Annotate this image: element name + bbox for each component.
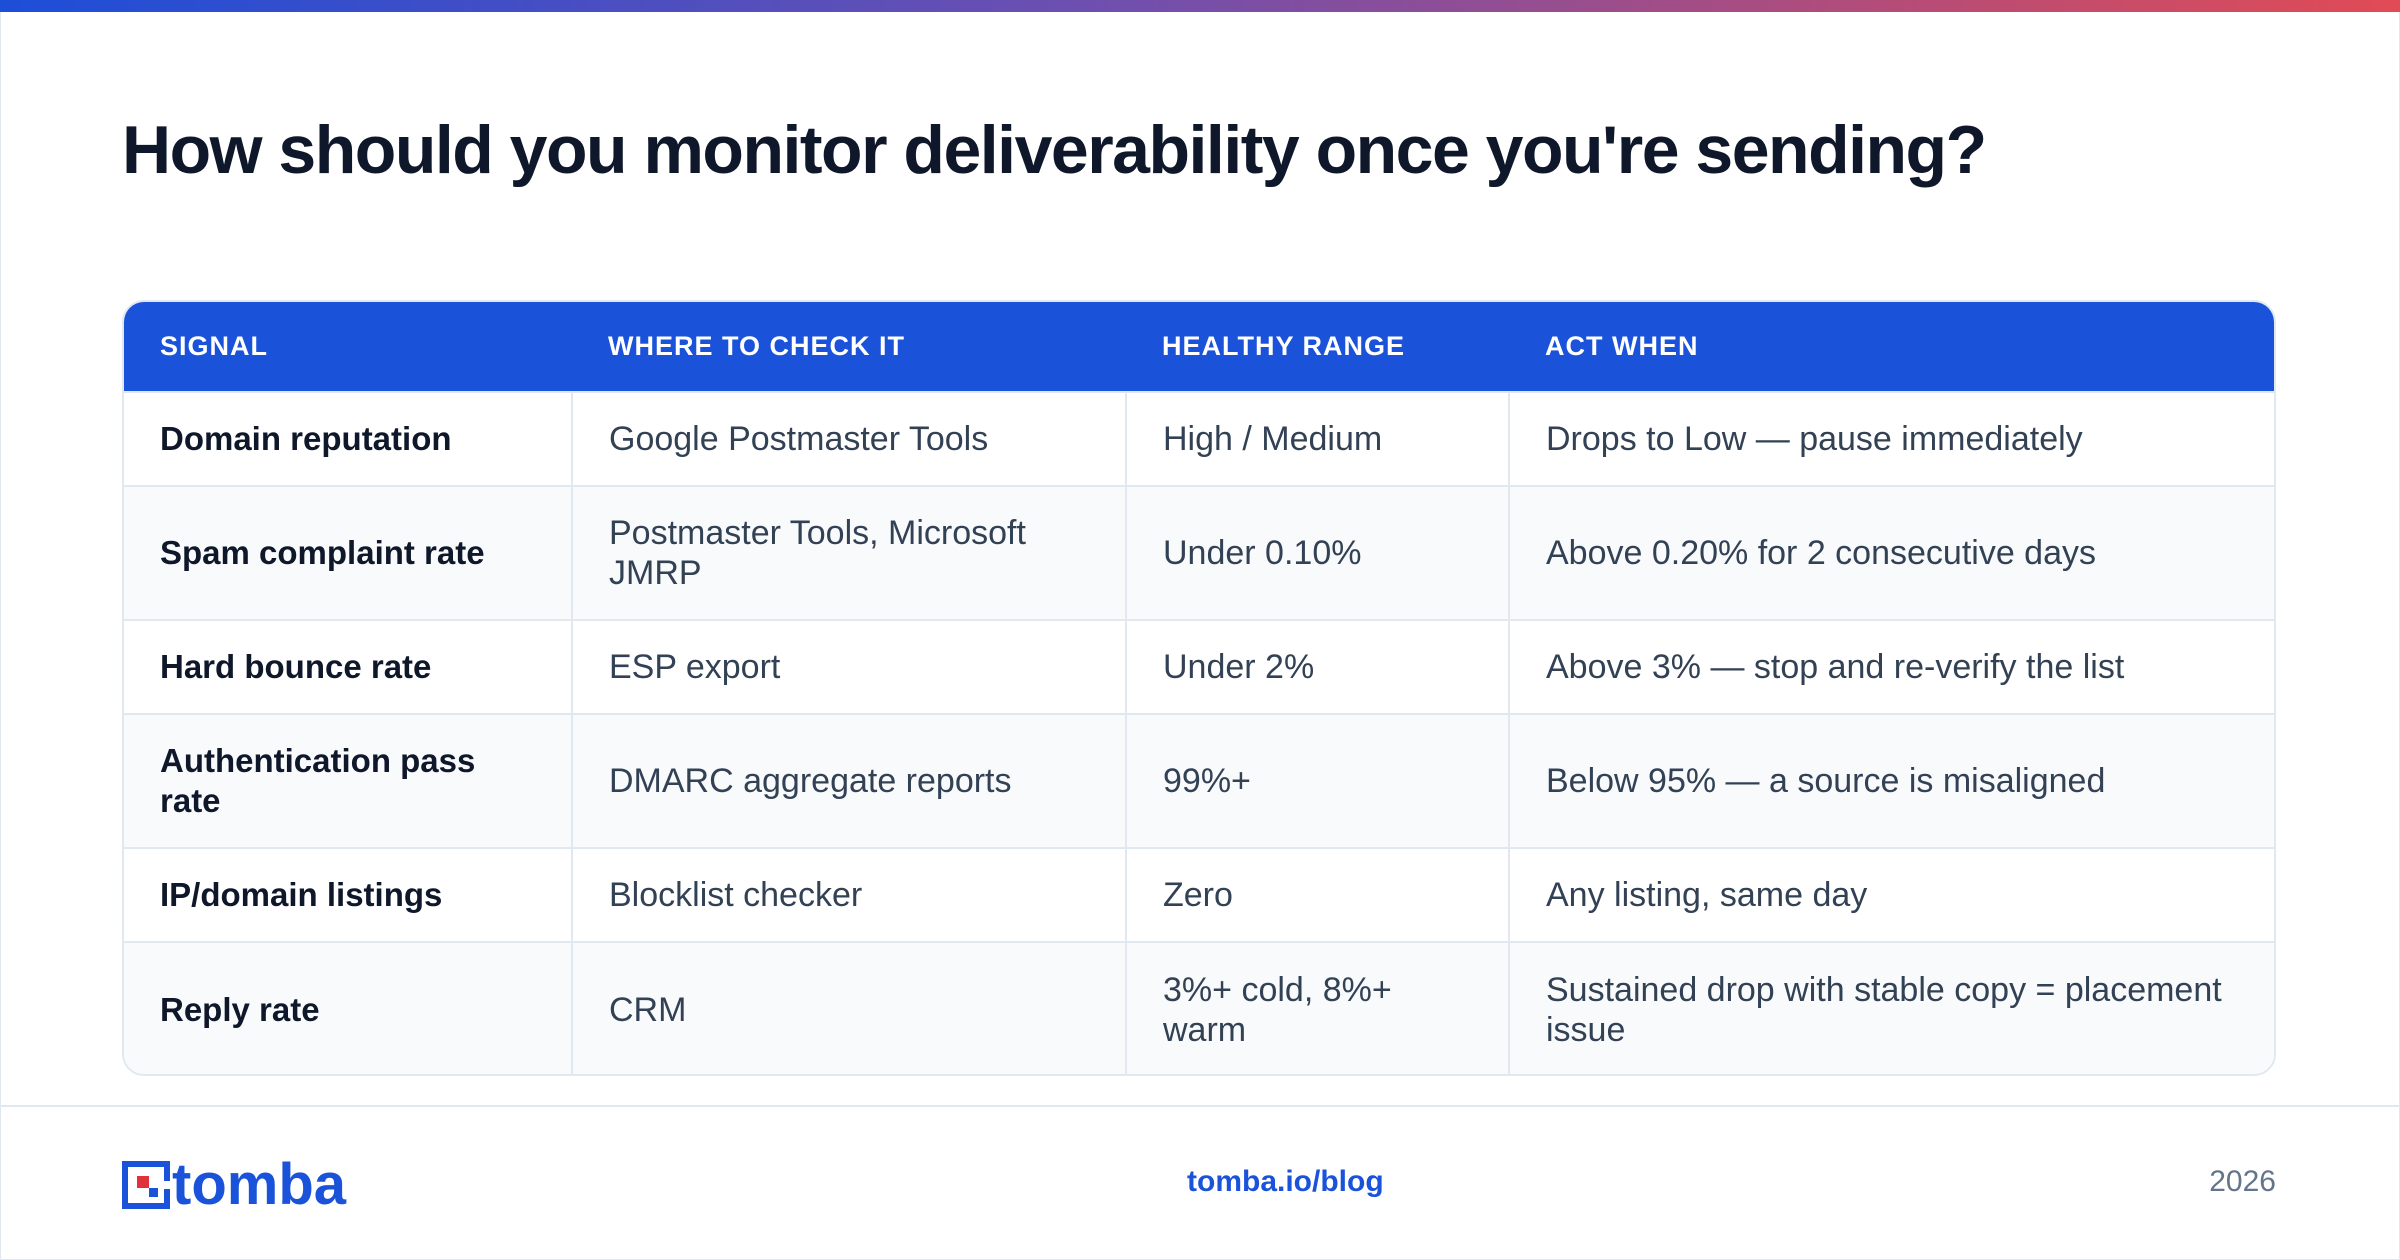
act-cell: Any listing, same day	[1508, 847, 2274, 942]
where-cell: Google Postmaster Tools	[571, 391, 1126, 486]
table-row: Hard bounce rate ESP export Under 2% Abo…	[124, 619, 2274, 714]
signals-table: SIGNAL WHERE TO CHECK IT HEALTHY RANGE A…	[122, 300, 2276, 1076]
where-cell: Postmaster Tools, Microsoft JMRP	[571, 485, 1126, 620]
range-cell: Under 0.10%	[1125, 485, 1509, 620]
where-cell: DMARC aggregate reports	[571, 713, 1126, 848]
column-header-healthy-range: HEALTHY RANGE	[1162, 331, 1406, 361]
column-header-where-to-check: WHERE TO CHECK IT	[608, 331, 906, 361]
table-row: Authentication pass rate DMARC aggregate…	[124, 713, 2274, 848]
column-header-act-when: ACT WHEN	[1545, 331, 1699, 361]
table-row: IP/domain listings Blocklist checker Zer…	[124, 847, 2274, 942]
signal-cell: Authentication pass rate	[124, 713, 572, 848]
table-header-row: SIGNAL WHERE TO CHECK IT HEALTHY RANGE A…	[124, 302, 2274, 392]
tomba-logo-mark-icon	[122, 1161, 170, 1209]
act-cell: Above 3% — stop and re-verify the list	[1508, 619, 2274, 714]
signal-cell: IP/domain listings	[124, 847, 572, 942]
footer-divider	[0, 1105, 2400, 1107]
signal-cell: Hard bounce rate	[124, 619, 572, 714]
page-title: How should you monitor deliverability on…	[122, 112, 1987, 188]
act-cell: Sustained drop with stable copy = placem…	[1508, 941, 2274, 1074]
tomba-logo-text: tomba	[172, 1152, 346, 1217]
range-cell: 3%+ cold, 8%+ warm	[1125, 941, 1509, 1074]
where-cell: ESP export	[571, 619, 1126, 714]
signal-cell: Reply rate	[124, 941, 572, 1074]
signal-cell: Spam complaint rate	[124, 485, 572, 620]
signal-cell: Domain reputation	[124, 391, 572, 486]
table-row: Spam complaint rate Postmaster Tools, Mi…	[124, 485, 2274, 620]
footer-year: 2026	[2209, 1165, 2276, 1198]
range-cell: 99%+	[1125, 713, 1509, 848]
top-gradient-bar	[0, 0, 2400, 12]
table-row: Domain reputation Google Postmaster Tool…	[124, 391, 2274, 486]
where-cell: Blocklist checker	[571, 847, 1126, 942]
tomba-logo[interactable]: tomba	[122, 1155, 346, 1215]
range-cell: Zero	[1125, 847, 1509, 942]
act-cell: Above 0.20% for 2 consecutive days	[1508, 485, 2274, 620]
where-cell: CRM	[571, 941, 1126, 1074]
blog-link[interactable]: tomba.io/blog	[1187, 1165, 1384, 1198]
act-cell: Below 95% — a source is misaligned	[1508, 713, 2274, 848]
range-cell: High / Medium	[1125, 391, 1509, 486]
range-cell: Under 2%	[1125, 619, 1509, 714]
table-row: Reply rate CRM 3%+ cold, 8%+ warm Sustai…	[124, 941, 2274, 1074]
act-cell: Drops to Low — pause immediately	[1508, 391, 2274, 486]
column-header-signal: SIGNAL	[160, 331, 269, 361]
